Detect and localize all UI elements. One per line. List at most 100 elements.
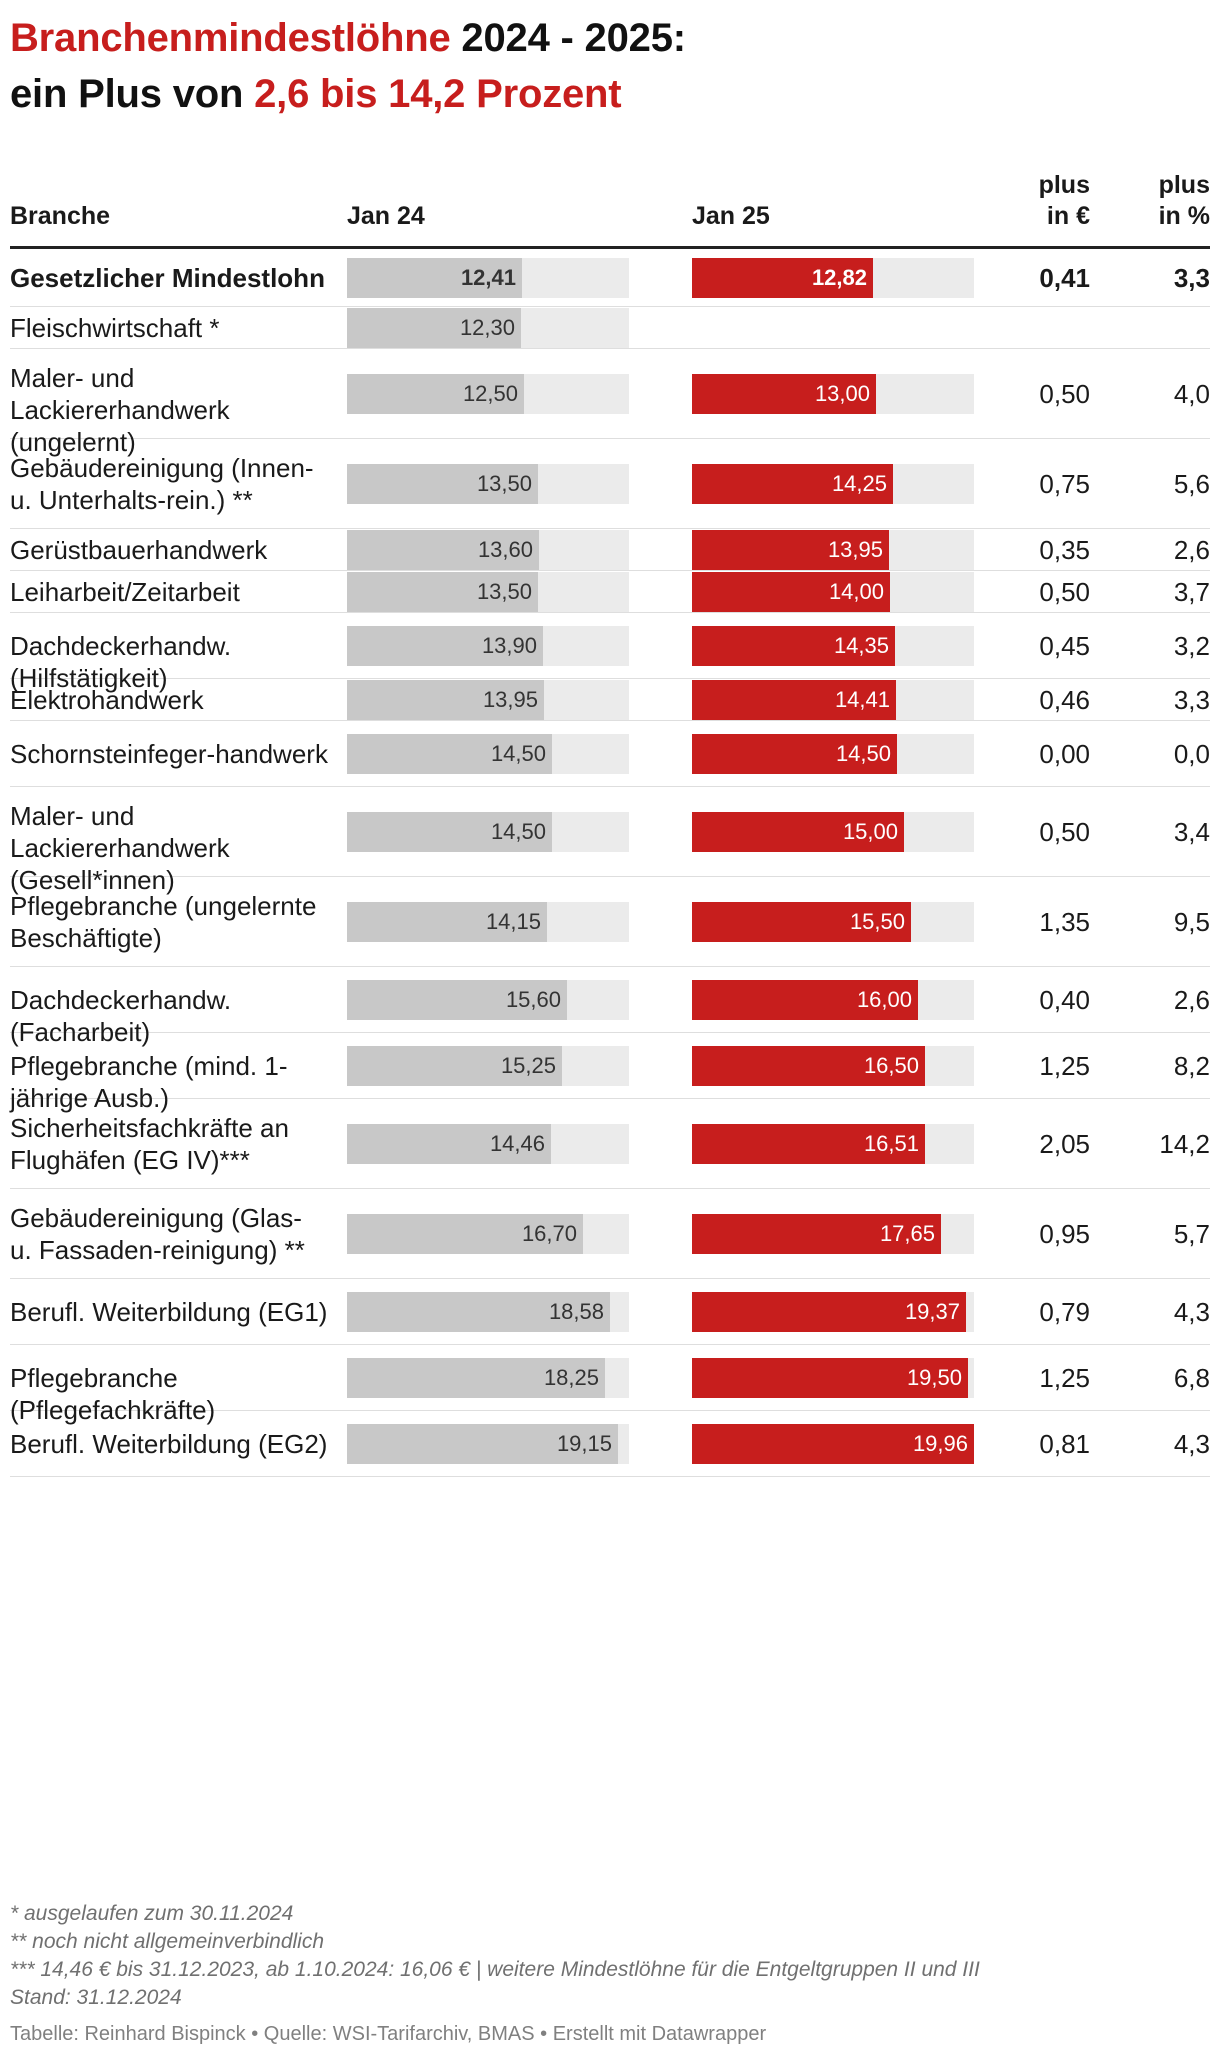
row-label: Berufl. Weiterbildung (EG2) xyxy=(10,1429,328,1459)
row-label: Maler- und Lackiererhandwerk (ungelernt) xyxy=(10,363,230,457)
row-label: Elektrohandwerk xyxy=(10,685,204,715)
bar-jan25-track: 14,35 xyxy=(692,626,974,666)
plus-eur-value: 2,05 xyxy=(1039,1129,1090,1159)
bar-jan24: 15,25 xyxy=(347,1046,562,1086)
bar-jan24-value: 13,90 xyxy=(481,633,537,658)
bar-jan25-value: 19,96 xyxy=(912,1431,968,1456)
table-row: Maler- und Lackiererhandwerk (ungelernt)… xyxy=(10,349,1210,457)
bar-jan24: 12,30 xyxy=(347,308,521,348)
bar-jan25: 15,50 xyxy=(692,902,911,942)
plus-pct-value: 2,6 xyxy=(1173,535,1210,565)
bar-jan24-value: 14,50 xyxy=(490,741,546,766)
bar-jan24-track: 15,60 xyxy=(347,980,629,1020)
plus-eur-value: 1,25 xyxy=(1039,1051,1090,1081)
bar-jan25: 19,96 xyxy=(692,1424,974,1464)
table-row: Pflegebranche (mind. 1-jährige Ausb.) 15,… xyxy=(10,1033,1210,1113)
bar-jan25-track: 19,37 xyxy=(692,1292,974,1332)
plus-pct-value: 0,0 xyxy=(1173,739,1210,769)
bar-jan25-value: 19,50 xyxy=(906,1365,962,1390)
plus-pct-value: 4,0 xyxy=(1173,379,1210,409)
bar-jan25-value: 14,00 xyxy=(828,579,884,604)
bar-jan24: 13,50 xyxy=(347,464,538,504)
bar-jan25-value: 15,50 xyxy=(849,909,905,934)
bar-jan25-value: 14,41 xyxy=(834,687,890,712)
bar-jan24: 15,60 xyxy=(347,980,567,1020)
plus-eur-value: 1,35 xyxy=(1039,907,1090,937)
bar-jan25: 14,35 xyxy=(692,626,895,666)
table-row: Gerüstbauerhandwerk 13,60 13,95 0,35 2,6 xyxy=(10,529,1210,571)
bar-jan25-value: 14,35 xyxy=(833,633,889,658)
bar-jan25: 14,41 xyxy=(692,680,896,720)
bar-jan24-value: 13,50 xyxy=(476,579,532,604)
plus-pct-value: 9,5 xyxy=(1173,907,1210,937)
plus-pct-value: 3,4 xyxy=(1173,817,1210,847)
bar-jan25-track: 13,95 xyxy=(692,530,974,570)
bar-jan25-value: 12,82 xyxy=(811,265,867,290)
table-row: Pflegebranche (Pflegefachkräfte) 18,25 19,… xyxy=(10,1345,1210,1425)
header-jan24[interactable]: Jan 24 xyxy=(347,202,425,230)
plus-pct-value: 5,6 xyxy=(1173,469,1210,499)
table-row: Maler- und Lackiererhandwerk (Gesell*inn… xyxy=(10,787,1210,895)
header-plus-pct[interactable]: plus in % xyxy=(1159,170,1210,232)
bar-jan24-value: 12,41 xyxy=(460,265,516,290)
bar-jan24-track: 15,25 xyxy=(347,1046,629,1086)
bar-jan24-value: 14,15 xyxy=(485,909,541,934)
plus-eur-value: 0,46 xyxy=(1039,685,1090,715)
table-row: Elektrohandwerk 13,95 14,41 0,46 3,3 xyxy=(10,679,1210,721)
bar-jan25-track: 17,65 xyxy=(692,1214,974,1254)
plus-eur-value: 0,95 xyxy=(1039,1219,1090,1249)
bar-jan25-track: 14,25 xyxy=(692,464,974,504)
bar-jan24-value: 12,30 xyxy=(459,315,515,340)
bar-jan24: 14,46 xyxy=(347,1124,551,1164)
plus-pct-value: 2,6 xyxy=(1173,985,1210,1015)
bar-jan25: 14,00 xyxy=(692,572,890,612)
row-label: Gebäudereinigung (Glas- u. Fassaden-rein… xyxy=(10,1203,305,1265)
title-part1: Branchenmindestlöhne xyxy=(10,16,451,60)
table-row: Dachdeckerhandw. (Facharbeit) 15,60 16,00 0… xyxy=(10,967,1210,1047)
bar-jan24: 19,15 xyxy=(347,1424,618,1464)
title-part2: 2024 - 2025: xyxy=(450,16,686,60)
plus-eur-value: 0,00 xyxy=(1039,739,1090,769)
bar-jan25-value: 16,50 xyxy=(863,1053,919,1078)
bar-jan25: 14,25 xyxy=(692,464,893,504)
bar-jan25: 19,37 xyxy=(692,1292,966,1332)
bar-jan24: 12,41 xyxy=(347,258,522,298)
table-row: Sicherheitsfachkräfte an Flughäfen (EG I… xyxy=(10,1099,1210,1189)
bar-jan24: 14,50 xyxy=(347,812,552,852)
bar-jan24-track: 13,90 xyxy=(347,626,629,666)
header-jan25[interactable]: Jan 25 xyxy=(692,202,770,230)
bar-jan25-track: 15,50 xyxy=(692,902,974,942)
bar-jan25: 15,00 xyxy=(692,812,904,852)
plus-eur-value: 0,75 xyxy=(1039,469,1090,499)
table-row: Berufl. Weiterbildung (EG2) 19,15 19,96 0,8… xyxy=(10,1411,1210,1477)
bar-jan25-track: 19,96 xyxy=(692,1424,974,1464)
table-row: Gesetzlicher Mindestlohn 12,41 12,82 0,41 3,… xyxy=(10,249,1210,307)
bar-jan25-track: 14,41 xyxy=(692,680,974,720)
bar-jan25-track: 15,00 xyxy=(692,812,974,852)
plus-eur-value: 0,79 xyxy=(1039,1297,1090,1327)
footnote: * ausgelaufen zum 30.11.2024 xyxy=(10,1902,294,1925)
plus-pct-value: 5,7 xyxy=(1173,1219,1210,1249)
bar-jan24: 18,58 xyxy=(347,1292,610,1332)
bar-jan25: 13,95 xyxy=(692,530,889,570)
table-row: Gebäudereinigung (Innen- u. Unterhalts-r… xyxy=(10,439,1210,529)
bar-jan24-value: 16,70 xyxy=(521,1221,577,1246)
title-part3: ein Plus von xyxy=(10,72,255,116)
plus-pct-value: 3,7 xyxy=(1173,577,1210,607)
header-plus-eur[interactable]: plus in € xyxy=(1039,170,1090,232)
bar-jan25-value: 13,95 xyxy=(827,537,883,562)
bar-jan25: 16,50 xyxy=(692,1046,925,1086)
bar-jan24-track: 13,50 xyxy=(347,572,629,612)
plus-eur-value: 0,35 xyxy=(1039,535,1090,565)
header-plus-eur-line2: in € xyxy=(1046,202,1090,230)
row-label: Gesetzlicher Mindestlohn xyxy=(10,263,325,293)
bar-jan25-value: 14,50 xyxy=(835,741,891,766)
table-body: Gesetzlicher Mindestlohn 12,41 12,82 0,41 3,… xyxy=(10,249,1210,1477)
header-branche[interactable]: Branche xyxy=(10,202,111,230)
footnote: Stand: 31.12.2024 xyxy=(10,1986,182,2009)
bar-jan25-value: 19,37 xyxy=(904,1299,960,1324)
header-plus-pct-line1: plus xyxy=(1158,171,1210,199)
bar-jan25-track: 16,00 xyxy=(692,980,974,1020)
bar-jan24: 13,95 xyxy=(347,680,544,720)
bar-jan25-value: 13,00 xyxy=(814,381,870,406)
